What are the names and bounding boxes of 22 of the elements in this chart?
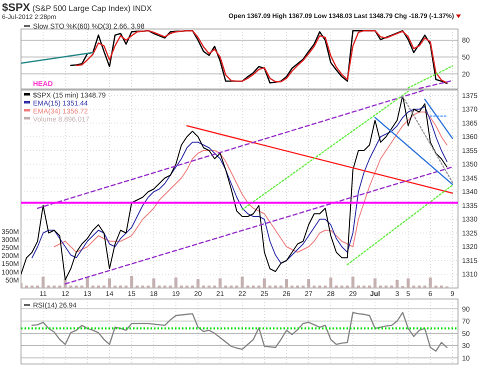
bar xyxy=(285,279,288,288)
bar xyxy=(262,278,266,288)
bar xyxy=(351,276,354,288)
bar xyxy=(307,279,310,288)
bar xyxy=(174,278,178,288)
bar xyxy=(406,278,410,288)
bar xyxy=(218,278,222,288)
bar xyxy=(152,278,156,288)
bar xyxy=(42,276,45,288)
bar xyxy=(108,278,112,288)
bar xyxy=(240,276,244,288)
bar xyxy=(86,278,89,288)
bar xyxy=(396,280,399,288)
bar xyxy=(374,278,377,288)
line-series xyxy=(32,106,448,264)
chart-title: $SPX (S&P 500 Large Cap Index) INDX xyxy=(2,2,152,14)
line-series xyxy=(31,312,448,352)
bar xyxy=(196,279,200,288)
bar xyxy=(130,276,134,288)
bar xyxy=(329,278,332,288)
bar xyxy=(21,283,23,288)
bar xyxy=(428,278,432,288)
